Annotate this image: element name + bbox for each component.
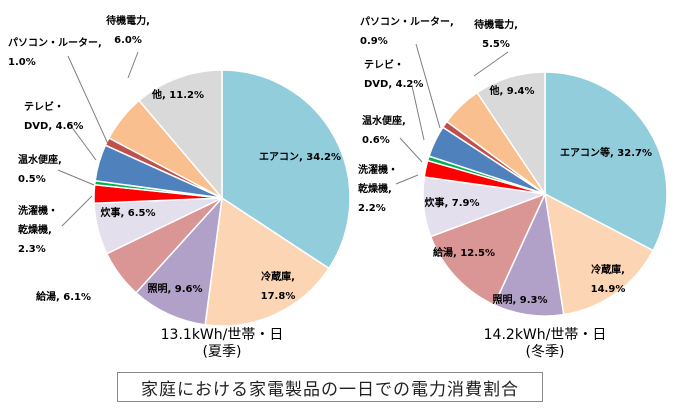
slice-label-summer-10: 他, 11.2%	[151, 88, 204, 101]
slice-label-summer-1: 冷蔵庫, 17.8%	[261, 270, 296, 302]
slice-label-summer-5: 洗濯機・乾燥機, 2.3%	[18, 204, 58, 255]
pie-slice-summer-2	[134, 195, 224, 326]
slice-label-winter-2: 照明, 9.3%	[492, 294, 547, 306]
winter-season-label: (冬季)	[526, 344, 565, 360]
slice-label-winter-4: 炊事, 7.9%	[424, 196, 479, 209]
slice-label-summer-8: パソコン・ルーター, 1.0%	[8, 37, 102, 68]
chart-caption: 家庭における家電製品の一日での電力消費割合	[117, 372, 543, 402]
leader-line	[411, 85, 425, 141]
leader-line	[61, 195, 93, 227]
slice-label-winter-10: 他, 9.4%	[488, 84, 534, 97]
slice-label-summer-7: テレビ・ DVD, 4.6%	[24, 100, 83, 132]
slice-label-summer-4: 炊事, 6.5%	[100, 206, 155, 219]
pie-slice-winter-3	[429, 192, 547, 306]
winter-pie-chart: エアコン等, 32.7% 冷蔵庫, 14.9% 照明, 9.3% 給湯, 12.5% 炊事…	[358, 16, 668, 317]
slice-label-winter-1: 冷蔵庫, 14.9%	[591, 263, 626, 295]
leader-line	[57, 169, 95, 186]
slice-label-summer-0: エアコン, 34.2%	[259, 151, 341, 163]
slice-label-winter-0: エアコン等, 32.7%	[560, 146, 652, 159]
leader-line	[415, 43, 441, 129]
summer-pie-chart: エアコン, 34.2% 冷蔵庫, 17.8% 照明, 9.6% 給湯, 6.1% 炊事, …	[8, 14, 351, 327]
slice-label-winter-6: 温水便座, 0.6%	[362, 114, 406, 146]
leader-line	[399, 137, 423, 163]
pie-slice-winter-0	[544, 71, 668, 252]
slice-label-summer-9: 待機電力, 6.0%	[106, 14, 150, 46]
slice-label-winter-9: 待機電力, 5.5%	[474, 18, 518, 50]
slice-label-summer-3: 給湯, 6.1%	[36, 290, 91, 303]
leader-line	[127, 51, 139, 79]
leader-line	[67, 121, 97, 161]
pie-slice-summer-10	[137, 69, 223, 201]
leader-line	[473, 51, 509, 77]
summer-total-label: 13.1kWh/世帯・日	[161, 327, 284, 343]
summer-season-label: (夏季)	[203, 344, 242, 360]
slice-label-winter-7: テレビ・ DVD, 4.2%	[364, 58, 423, 90]
slice-label-summer-2: 照明, 9.6%	[147, 283, 202, 295]
pie-slice-summer-1	[204, 196, 330, 327]
leader-line	[395, 174, 419, 185]
pie-slice-winter-10	[476, 71, 546, 197]
leader-line	[67, 55, 109, 145]
slice-label-winter-5: 洗濯機・乾燥機, 2.2%	[358, 163, 398, 214]
winter-total-label: 14.2kWh/世帯・日	[484, 327, 607, 343]
slice-label-summer-6: 温水便座, 0.5%	[18, 153, 62, 185]
slice-label-winter-3: 給湯, 12.5%	[433, 246, 495, 259]
pie-slice-winter-1	[544, 192, 655, 316]
slice-label-winter-8: パソコン・ルーター, 0.9%	[360, 16, 454, 47]
